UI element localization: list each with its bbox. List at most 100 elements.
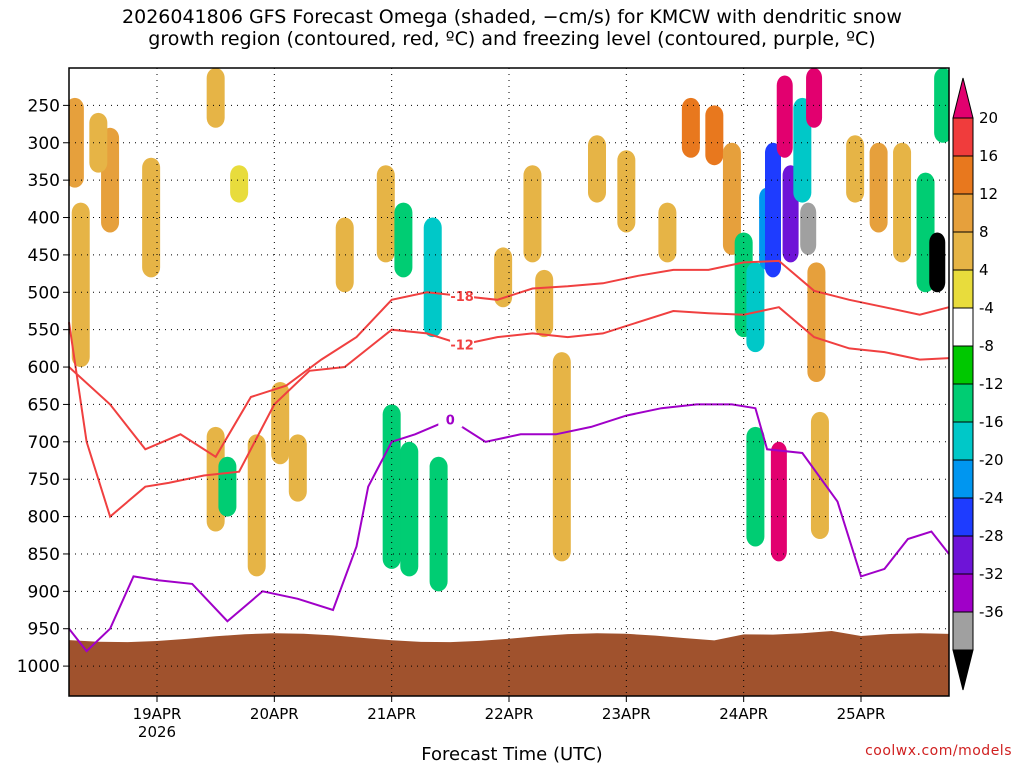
omega-cell-44 — [893, 142, 912, 263]
colorbar-seg-10 — [952, 459, 974, 499]
colorbar-label-1: 16 — [979, 147, 998, 165]
ytick-label-900: 900 — [28, 582, 60, 602]
colorbar-label-12: -32 — [979, 565, 1004, 583]
ytick-label-450: 450 — [28, 246, 60, 266]
omega-cell-37 — [806, 68, 823, 128]
omega-cell-16 — [382, 404, 401, 569]
omega-cell-18 — [429, 456, 448, 592]
omega-cell-9 — [247, 434, 266, 577]
colorbar-seg-13 — [952, 573, 974, 613]
omega-cell-32 — [765, 142, 781, 278]
omega-cell-47 — [934, 68, 949, 143]
ytick-label-350: 350 — [28, 171, 60, 191]
colorbar-label-0: 20 — [979, 109, 998, 127]
colorbar-seg-2 — [952, 155, 974, 195]
xtick-label-1: 20APR — [250, 705, 299, 723]
omega-cell-40 — [770, 441, 787, 562]
xtick-label-0: 19APR — [133, 705, 182, 723]
contour-label-bg-0 — [450, 288, 475, 305]
omega-cell-30 — [746, 262, 765, 353]
colorbar-seg-12 — [952, 535, 974, 575]
ytick-label-850: 850 — [28, 545, 60, 565]
omega-cell-12 — [335, 217, 354, 293]
omega-cell-5 — [206, 68, 225, 128]
colorbar-label-2: 12 — [979, 185, 998, 203]
colorbar-seg-1 — [952, 117, 974, 157]
xtick-label-4: 23APR — [602, 705, 651, 723]
colorbar-seg-3 — [952, 193, 974, 233]
ytick-label-600: 600 — [28, 358, 60, 378]
ytick-label-250: 250 — [28, 96, 60, 116]
chart-title: 2026041806 GFS Forecast Omega (shaded, −… — [0, 6, 1024, 50]
omega-cell-11 — [288, 434, 307, 502]
ground-terrain — [69, 631, 949, 696]
colorbar-label-10: -24 — [979, 489, 1004, 507]
omega-cell-14 — [394, 202, 413, 278]
omega-cell-28 — [722, 142, 741, 255]
colorbar-label-4: 4 — [979, 261, 989, 279]
omega-cell-42 — [846, 135, 865, 203]
plot-frame — [68, 67, 950, 697]
ground-fill — [69, 631, 949, 696]
colorbar-seg-9 — [952, 421, 974, 461]
colorbar-label-9: -20 — [979, 451, 1004, 469]
contour-0 — [68, 259, 950, 459]
ytick-label-700: 700 — [28, 433, 60, 453]
ytick-label-500: 500 — [28, 283, 60, 303]
omega-cell-26 — [681, 97, 700, 158]
omega-cell-39 — [810, 411, 829, 539]
colorbar-label-6: -8 — [979, 337, 994, 355]
plot-area — [69, 68, 949, 592]
contour-label-1: -12 — [450, 339, 474, 354]
colorbar-label-5: -4 — [979, 299, 994, 317]
contour-2 — [68, 403, 950, 653]
omega-cell-4 — [142, 157, 161, 278]
ytick-label-950: 950 — [28, 620, 60, 640]
xtick-label-3: 22APR — [485, 705, 534, 723]
omega-cell-8 — [218, 456, 237, 517]
colorbar-top-arrow — [952, 77, 974, 119]
colorbar-bottom-arrow — [952, 649, 974, 691]
omega-cell-10 — [271, 382, 290, 465]
omega-cell-23 — [588, 135, 606, 203]
omega-cell-3 — [89, 112, 108, 173]
colorbar-label-11: -28 — [979, 527, 1004, 545]
omega-cell-35 — [793, 97, 812, 203]
colorbar-label-13: -36 — [979, 603, 1004, 621]
xtick-year-label: 2026 — [138, 723, 176, 741]
colorbar-seg-7 — [952, 345, 974, 385]
omega-cell-1 — [71, 202, 90, 368]
omega-cell-17 — [400, 441, 419, 577]
colorbar-seg-4 — [952, 231, 974, 271]
colorbar-seg-14 — [952, 611, 974, 651]
contour-label-0: -18 — [450, 290, 474, 305]
x-axis-title: Forecast Time (UTC) — [421, 744, 603, 765]
colorbar: 20 16 12 8 4 -4 -8 -12 -16 -20 -24 -28 -32 -36 — [952, 77, 1004, 691]
xtick-label-5: 24APR — [719, 705, 768, 723]
omega-cell-21 — [535, 269, 554, 338]
colorbar-seg-11 — [952, 497, 974, 537]
omega-cell-25 — [658, 202, 677, 263]
ytick-label-650: 650 — [28, 395, 60, 415]
omega-cell-0 — [69, 97, 84, 188]
axis-layer: 250 300 350 400 450 500 550 600 650 700 750 800 850 9… — [17, 67, 950, 741]
contour-layer: -18 -12 0 — [68, 259, 950, 653]
omega-cell-22 — [552, 352, 571, 562]
omega-cell-33 — [776, 75, 793, 158]
omega-cells — [69, 68, 949, 592]
contour-label-bg-2 — [438, 411, 463, 428]
xtick-label-2: 21APR — [367, 705, 416, 723]
chart-title-line2: growth region (contoured, red, ºC) and f… — [148, 28, 876, 50]
colorbar-label-8: -16 — [979, 413, 1004, 431]
grid-layer — [69, 68, 949, 696]
omega-cell-20 — [523, 165, 542, 263]
omega-cell-24 — [617, 150, 636, 233]
xtick-label-6: 25APR — [837, 705, 886, 723]
ytick-label-550: 550 — [28, 321, 60, 341]
omega-cell-46 — [929, 232, 946, 293]
colorbar-seg-8 — [952, 383, 974, 423]
ytick-label-300: 300 — [28, 134, 60, 154]
omega-cell-13 — [376, 165, 395, 263]
colorbar-seg-5 — [952, 269, 974, 309]
omega-cell-43 — [869, 142, 888, 233]
